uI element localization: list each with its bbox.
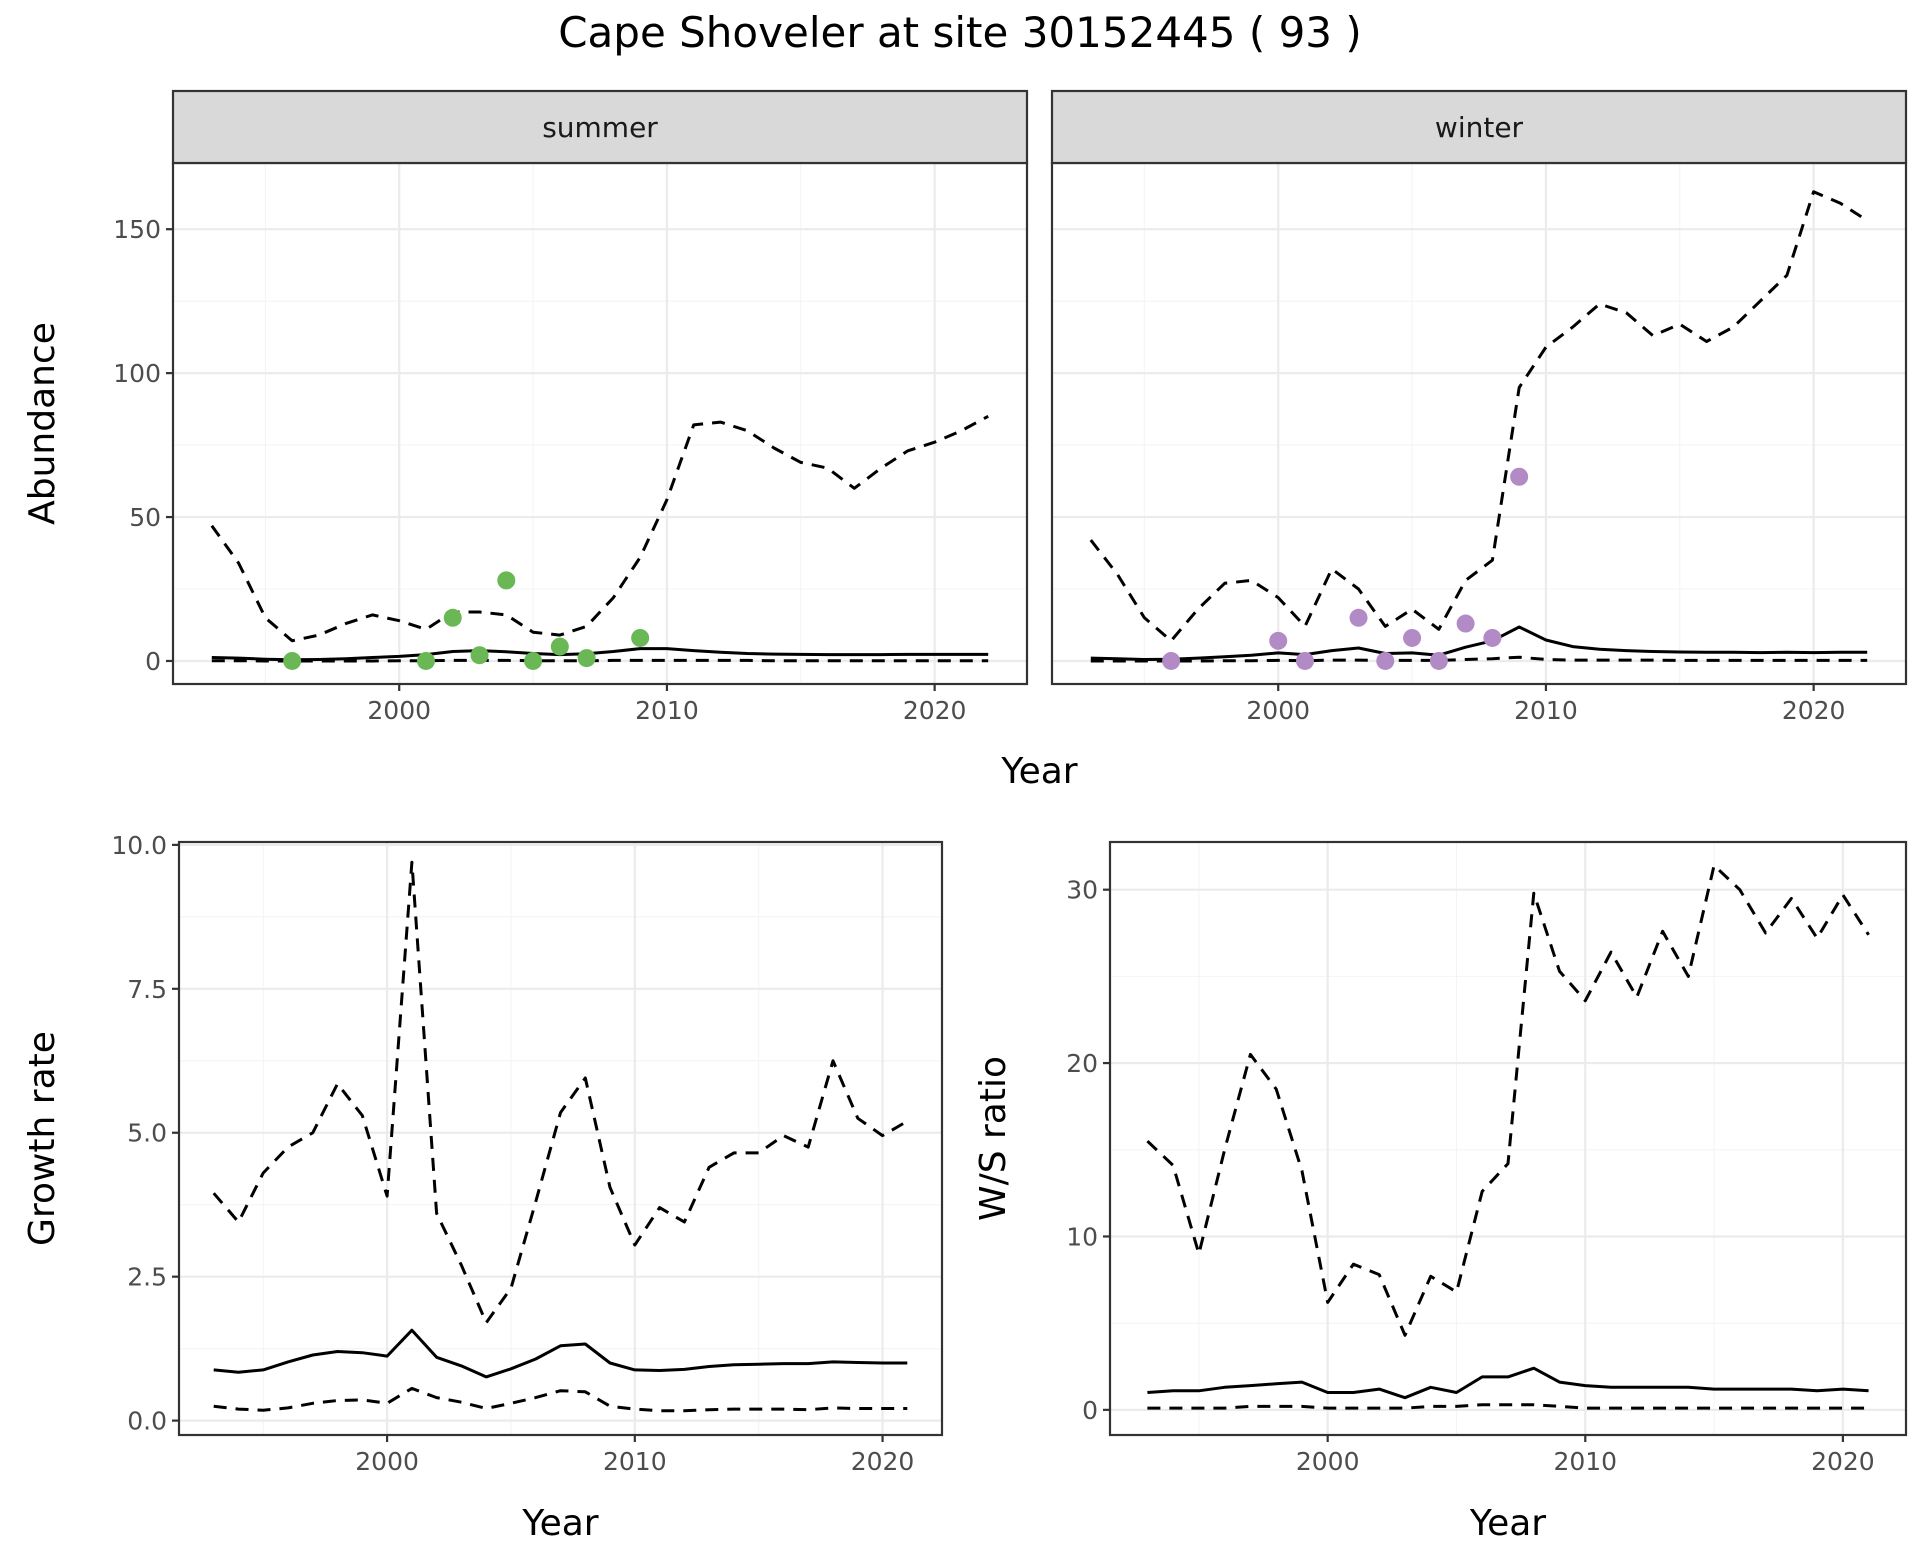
abundance-winter-x-tick-label: 2000 <box>1246 696 1310 725</box>
abundance-winter-observed-point <box>1403 628 1422 647</box>
abundance-summer-observed-point <box>283 651 302 670</box>
growth-rate-lower-line <box>213 1386 908 1413</box>
growth-rate-y-tick-label: 0.0 <box>127 1407 167 1436</box>
ws-ratio-background <box>1110 842 1906 1435</box>
ws-ratio-x-tick-label: 2000 <box>1296 1447 1360 1476</box>
growth-rate-background <box>179 842 942 1435</box>
ws-ratio-mean-line <box>1147 1366 1869 1400</box>
abundance-summer-upper-line <box>210 414 989 643</box>
abundance-winter-observed-point <box>1429 651 1448 670</box>
abundance-summer-strip <box>171 89 1029 165</box>
abundance-summer-y-tick-label: 150 <box>113 215 161 244</box>
ws-ratio-x-tick-label: 2010 <box>1553 1447 1617 1476</box>
abundance-summer-lower-line <box>211 658 989 663</box>
abundance-summer-panel: summer 2000 2010 2020 0 50 100 150 <box>113 89 1029 725</box>
abundance-summer-x-tick-label: 2020 <box>903 696 967 725</box>
abundance-summer-observed-point <box>470 646 489 665</box>
ws-ratio-x-tick-label: 2020 <box>1811 1447 1875 1476</box>
ws-ratio-upper-line <box>1146 863 1870 1337</box>
abundance-winter-observed-point <box>1510 467 1529 486</box>
abundance-summer-observed-point <box>550 637 569 656</box>
abundance-summer-x-tick-label: 2010 <box>635 696 699 725</box>
growth-rate-x-tick-label: 2020 <box>851 1447 915 1476</box>
ws-ratio-panel: 2000 2010 2020 0 10 20 30 Year W/S ratio <box>973 840 1908 1544</box>
abundance-summer-background <box>173 163 1027 684</box>
abundance-winter-lower-line <box>1090 655 1868 663</box>
abundance-winter-observed-point <box>1376 651 1395 670</box>
abundance-winter-x-tick-label: 2020 <box>1782 696 1846 725</box>
abundance-winter-strip-label: winter <box>1435 111 1524 144</box>
abundance-summer-observed-point <box>577 649 596 668</box>
growth-rate-mean-line <box>213 1328 908 1379</box>
abundance-winter-strip <box>1050 89 1908 165</box>
abundance-summer-observed-point <box>416 651 435 670</box>
abundance-summer-observed-point <box>524 651 543 670</box>
abundance-summer-mean-line <box>211 647 989 662</box>
growth-rate-y-tick-label: 10.0 <box>111 831 167 860</box>
abundance-winter-observed-point <box>1295 651 1314 670</box>
ws-ratio-x-axis-title: Year <box>1469 1503 1546 1544</box>
ws-ratio-border <box>1108 840 1908 1437</box>
growth-rate-y-tick-label: 7.5 <box>127 975 167 1004</box>
abundance-winter-x-tick-label: 2010 <box>1514 696 1578 725</box>
growth-rate-panel: 2000 2010 2020 0.0 2.5 5.0 7.5 10.0 Year Growth r… <box>22 831 944 1544</box>
abundance-winter-observed-point <box>1349 608 1368 627</box>
abundance-x-axis-title: Year <box>1000 751 1077 792</box>
ws-ratio-y-tick-label: 0 <box>1082 1396 1098 1425</box>
abundance-summer-observed-point <box>497 571 516 590</box>
abundance-y-axis-title: Abundance <box>22 322 63 525</box>
growth-rate-y-axis-title: Growth rate <box>22 1031 63 1246</box>
abundance-winter-panel: winter 2000 2010 2020 <box>1050 89 1908 725</box>
abundance-summer-observed-point <box>631 628 650 647</box>
abundance-winter-observed-point <box>1483 628 1502 647</box>
abundance-summer-observed-point <box>443 608 462 627</box>
ws-ratio-y-tick-label: 10 <box>1066 1222 1098 1251</box>
abundance-winter-observed-point <box>1456 614 1475 633</box>
abundance-winter-mean-line <box>1090 625 1868 661</box>
abundance-winter-background <box>1052 163 1906 684</box>
growth-rate-border <box>177 840 944 1437</box>
growth-rate-upper-line <box>212 860 909 1325</box>
growth-rate-y-tick-label: 2.5 <box>127 1263 167 1292</box>
abundance-summer-y-tick-label: 0 <box>145 647 161 676</box>
abundance-winter-observed-point <box>1269 631 1288 650</box>
abundance-winter-upper-line <box>1089 190 1869 643</box>
abundance-summer-x-tick-label: 2000 <box>367 696 431 725</box>
abundance-summer-y-tick-label: 50 <box>129 503 161 532</box>
ws-ratio-y-axis-title: W/S ratio <box>973 1056 1014 1221</box>
growth-rate-x-tick-label: 2010 <box>603 1447 667 1476</box>
abundance-summer-strip-label: summer <box>542 111 658 144</box>
figure-title: Cape Shoveler at site 30152445 ( 93 ) <box>558 8 1362 57</box>
ws-ratio-lower-line <box>1147 1403 1869 1410</box>
growth-rate-y-tick-label: 5.0 <box>127 1119 167 1148</box>
ws-ratio-y-tick-label: 20 <box>1066 1049 1098 1078</box>
growth-rate-x-axis-title: Year <box>521 1503 598 1544</box>
abundance-summer-y-tick-label: 100 <box>113 359 161 388</box>
growth-rate-x-tick-label: 2000 <box>355 1447 419 1476</box>
ws-ratio-y-tick-label: 30 <box>1066 876 1098 905</box>
abundance-winter-observed-point <box>1162 651 1181 670</box>
